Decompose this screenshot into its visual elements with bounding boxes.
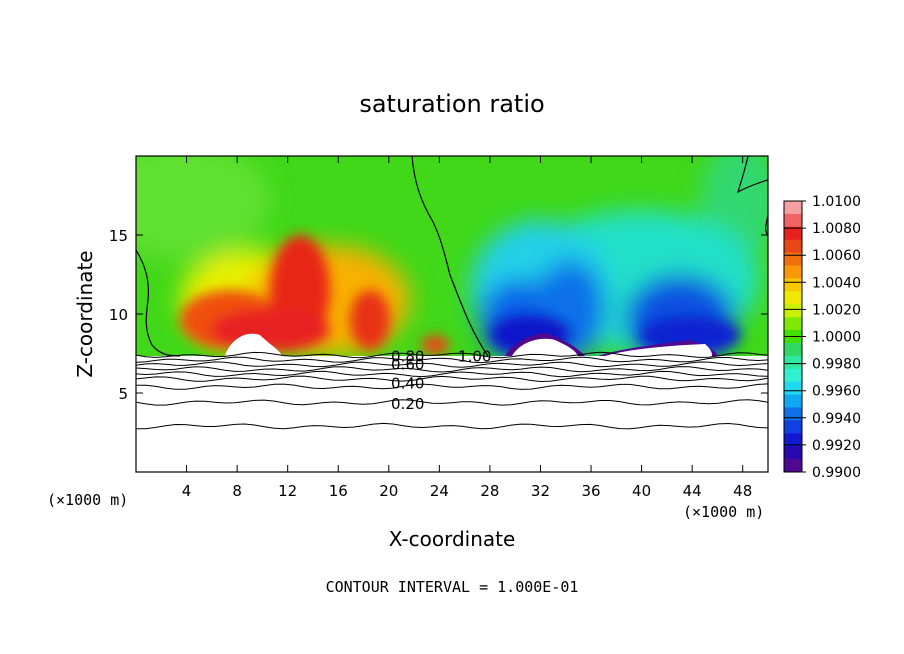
colorbar-label: 1.0100 [812,194,861,210]
colorbar-swatch [784,317,802,331]
x-tick-label: 28 [480,482,499,500]
x-axis-unit-right: (×1000 m) [683,503,764,521]
y-tick-label: 5 [118,385,128,403]
colorbar-swatch [784,459,802,473]
heatmap-field [136,156,768,356]
contour-line [135,399,769,406]
colorbar-label: 1.0020 [812,302,861,318]
colorbar-swatch [784,394,802,408]
colorbar-label: 1.0060 [812,248,861,264]
colorbar-label: 0.9980 [812,357,861,373]
y-tick-label: 10 [109,306,128,324]
colorbar-label: 0.9920 [812,438,861,454]
x-tick-label: 36 [581,482,600,500]
colorbar-swatch [784,213,802,228]
x-axis: 4 8 12 16 20 24 28 32 36 40 44 48 [182,156,752,500]
x-tick-label: 24 [430,482,449,500]
x-tick-label: 8 [232,482,242,500]
colorbar-swatch [784,304,802,318]
x-axis-unit-left: (×1000 m) [47,491,128,509]
colorbar-swatch [784,381,802,396]
contour-line [135,370,769,378]
contour-line [135,361,769,368]
colorbar-label: 0.9960 [812,384,861,400]
colorbar-swatch [784,252,802,267]
x-tick-label: 32 [531,482,550,500]
colorbar-swatch [784,433,802,447]
contour-line [135,351,769,359]
contour-interval-note: CONTOUR INTERVAL = 1.000E-01 [326,578,579,596]
x-tick-label: 12 [278,482,297,500]
y-tick-label: 15 [109,227,128,245]
colorbar-swatch [784,265,802,279]
x-tick-label: 44 [683,482,702,500]
colorbar-swatch [784,407,802,421]
contour-label: 0.20 [391,395,424,413]
contour-line [135,366,769,373]
colorbar-label: 0.9900 [812,465,861,481]
contour-label: 0.80 [391,348,424,366]
x-tick-label: 48 [733,482,752,500]
contour-line [135,356,769,364]
colorbar-swatch [784,291,802,305]
colorbar-label: 1.0080 [812,221,861,237]
colorbar-swatch [784,446,802,460]
colorbar-swatch [784,368,802,383]
colorbar-label: 0.9940 [812,411,861,427]
colorbar-swatch [784,355,802,370]
chart-title: saturation ratio [359,90,544,118]
colorbar-swatch [784,278,802,292]
x-tick-label: 40 [632,482,651,500]
colorbar-swatch [784,226,802,241]
colorbar-swatch [784,420,802,434]
colorbar-swatch [784,239,802,254]
contour-line [136,383,769,390]
contour-labels: 0.800.600.40 0.20 1.00 [391,348,491,413]
contour-lines [135,351,769,430]
colorbar-swatch [784,342,802,357]
x-tick-label: 20 [379,482,398,500]
contour-label: 1.00 [458,348,491,366]
colorbar-label: 1.0040 [812,275,861,291]
colorbar: 1.0100 1.0080 1.0060 1.0040 1.0020 1.0000 0.99… [783,194,861,481]
x-axis-label: X-coordinate [389,527,516,551]
colorbar-label: 1.0000 [812,330,861,346]
contour-label: 0.40 [391,375,424,393]
contour-label: 0.60 [391,356,424,374]
contour-line [136,422,769,430]
y-axis-label: Z-coordinate [73,250,97,377]
y-axis: 5 10 15 [109,227,768,403]
colorbar-swatch [784,201,802,215]
contour-line [135,375,769,383]
x-tick-label: 16 [329,482,348,500]
x-tick-label: 4 [182,482,192,500]
